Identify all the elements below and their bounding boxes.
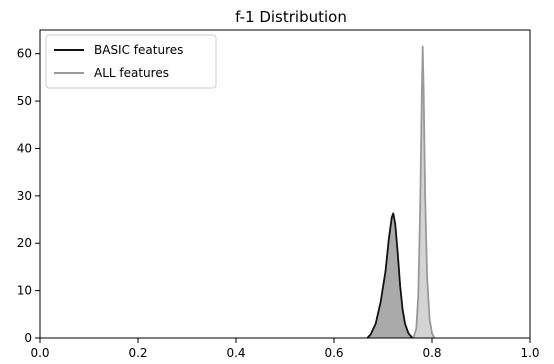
plot-area (366, 45, 436, 339)
y-tick-label: 30 (17, 189, 32, 203)
x-tick-label: 0.8 (422, 346, 441, 360)
x-tick-label: 0.6 (324, 346, 343, 360)
series-basic-line (366, 212, 414, 339)
y-tick-label: 50 (17, 94, 32, 108)
series-all-fill (413, 46, 435, 338)
series-basic-fill (367, 213, 413, 338)
y-tick-label: 40 (17, 141, 32, 155)
legend: BASIC features ALL features (45, 34, 217, 89)
y-axis: 0 10 20 30 40 50 60 (17, 47, 40, 345)
legend-label-all: ALL features (94, 66, 169, 80)
x-tick-label: 0.2 (128, 346, 147, 360)
x-tick-label: 1.0 (520, 346, 539, 360)
axes-frame (39, 29, 531, 339)
x-tick-label: 0.0 (30, 346, 49, 360)
x-tick-label: 0.4 (226, 346, 245, 360)
series-all-line (412, 45, 436, 339)
legend-box (45, 34, 217, 89)
y-tick-label: 0 (24, 331, 32, 345)
y-tick-label: 20 (17, 236, 32, 250)
chart-title: f-1 Distribution (235, 8, 347, 26)
y-tick-label: 60 (17, 47, 32, 61)
x-axis: 0.0 0.2 0.4 0.6 0.8 1.0 (30, 338, 540, 360)
legend-label-basic: BASIC features (94, 43, 183, 57)
y-tick-label: 10 (17, 284, 32, 298)
